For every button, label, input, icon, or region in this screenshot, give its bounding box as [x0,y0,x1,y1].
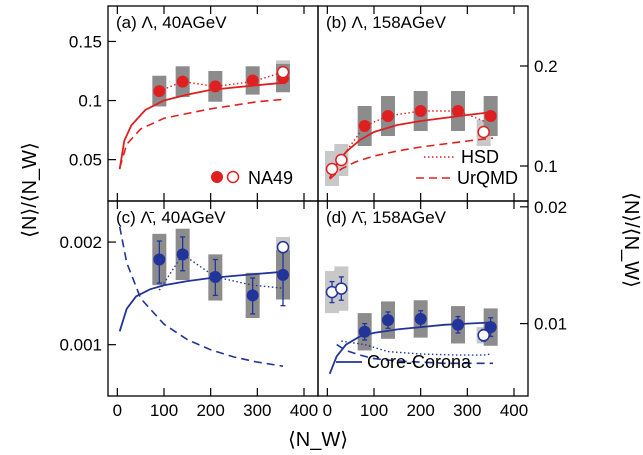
na49-point [277,268,289,281]
panel-title: (b) Λ, 158AGeV [326,13,447,32]
y-tick-label: 0.002 [59,233,102,252]
na49-open-point [335,153,348,167]
panels: 0.05 0.1 0.15 (a) Λ, 40AGeV 0.1 0.2 (b) Λ, 158… [59,5,567,420]
hsd-curve [158,253,284,291]
na49-point [209,80,222,93]
na49-point [452,318,464,331]
panel-a: 0.05 0.1 0.15 (a) Λ, 40AGeV [69,5,319,202]
legend-na49: NA49 [211,168,293,188]
core-corona-curve [118,81,284,170]
panel-frame [317,200,529,397]
panel-title: (c) Λ̄, 40AGeV [116,208,226,227]
na49-open-point [325,162,339,176]
y-axis-label-left: ⟨N⟩/⟨N_W⟩ [19,142,41,238]
na49-point [176,248,189,261]
legend-core-corona-label: Core-Corona [367,352,472,372]
na49-point [358,325,371,338]
legend-hsd: HSD [424,147,499,167]
legend-urqmd-label: UrQMD [457,168,518,188]
panel-c: 0.001 0.002 0 100 200 300 400 (c) Λ̄, 40AGeV [59,200,319,420]
x-tick-label: 200 [406,401,434,420]
na49-point [153,253,166,266]
na49-point [382,314,394,327]
na49-point [246,289,259,302]
na49-open-point [477,125,490,139]
legend-hsd-label: HSD [461,147,499,167]
na49-point [484,321,497,334]
na49-point [452,105,464,117]
na49-point [414,312,427,325]
panel-d: 0.01 0.02 0 100 200 300 400 (d) Λ̄, 158AGeV [317,198,567,420]
urqmd-curve [329,137,494,180]
na49-point [209,270,222,283]
x-tick-label: 0 [113,401,122,420]
x-tick-label: 400 [290,401,318,420]
na49-point [153,85,166,98]
y-tick-label: 0.001 [59,336,102,355]
legend-na49-filled-marker [211,171,223,183]
y-tick-label: 0.15 [69,32,102,51]
x-tick-label: 400 [500,401,528,420]
y-tick-label: 0.1 [534,157,558,176]
x-tick-label: 100 [150,401,178,420]
na49-open-point [335,282,348,295]
legend-na49-open-marker [226,170,240,184]
panel-b: 0.1 0.2 (b) Λ, 158AGeV [317,5,558,202]
y-axis-label-right: ⟨N⟩/⟨N_W⟩ [620,192,642,288]
y-tick-label: 0.1 [78,92,102,111]
legend-core-corona: Core-Corona [336,352,472,372]
x-tick-label: 300 [243,401,271,420]
y-tick-label: 0.01 [534,315,567,334]
y-tick-label: 0.05 [69,151,102,170]
hsd-curve [159,71,284,92]
y-tick-label: 0.02 [534,198,567,217]
urqmd-curve [118,98,284,169]
x-tick-label: 100 [360,401,388,420]
na49-point [484,110,497,122]
urqmd-curve [118,226,284,367]
legend-na49-label: NA49 [248,168,293,188]
na49-open-point [477,329,490,342]
x-tick-label: 0 [323,401,332,420]
na49-open-point [276,240,290,254]
hsd-curve [341,340,491,356]
x-axis-label: ⟨N_W⟩ [288,429,348,451]
na49-point [382,110,394,122]
urqmd-curve [336,343,493,365]
legend-urqmd: UrQMD [416,168,518,188]
na49-open-point [276,65,290,79]
panel-title: (a) Λ, 40AGeV [116,13,227,32]
na49-point [358,120,371,132]
na49-point [176,75,189,88]
core-corona-curve [118,270,284,332]
x-tick-label: 300 [453,401,481,420]
na49-point [414,105,427,117]
x-tick-label: 200 [196,401,224,420]
na49-point [246,74,259,87]
panel-title: (d) Λ̄, 158AGeV [326,208,447,227]
y-tick-label: 0.2 [534,57,558,76]
